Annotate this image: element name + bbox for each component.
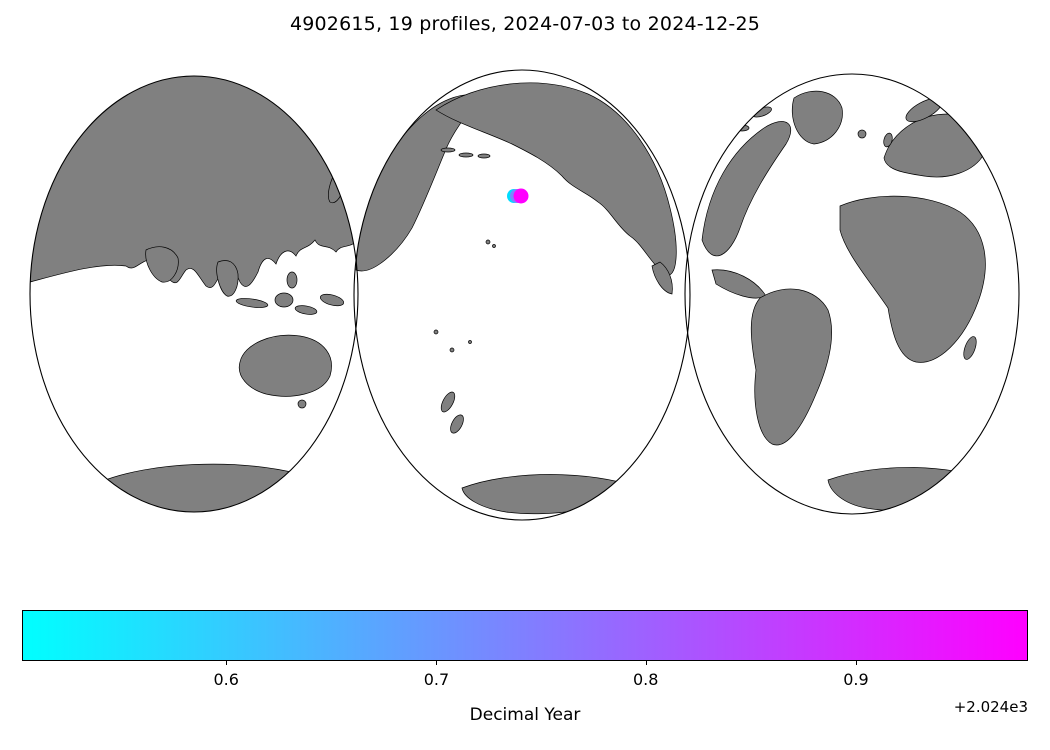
colorbar	[22, 610, 1028, 661]
island-new-guinea	[319, 293, 345, 307]
landmass-south-america	[750, 288, 832, 446]
landmass-north-america-east	[701, 121, 791, 257]
island-borneo	[274, 292, 294, 308]
island-philippines	[286, 271, 298, 289]
island-new-zealand-north	[440, 391, 456, 413]
island-aleutian-2	[458, 152, 474, 158]
figure-title: 4902615, 19 profiles, 2024-07-03 to 2024…	[289, 13, 761, 35]
colorbar-tick-label: 0.6	[213, 670, 239, 689]
island-pacific-2	[449, 347, 455, 353]
island-pacific-1	[433, 329, 439, 335]
landmass-antarctica-center	[461, 474, 641, 515]
colorbar-tick-mark	[855, 661, 857, 665]
landmass-mexico	[651, 261, 673, 295]
island-sumatra-java	[235, 298, 269, 308]
colorbar-offset-text: +2.024e3	[953, 698, 1028, 716]
landmass-africa	[839, 195, 986, 363]
island-iceland	[857, 129, 867, 139]
lobe-center-land	[355, 82, 677, 515]
island-aleutian-1	[440, 147, 456, 153]
colorbar-tick-label: 0.9	[843, 670, 869, 689]
island-britain	[883, 132, 893, 148]
landmass-australia	[238, 334, 332, 397]
colorbar-label: Decimal Year	[469, 705, 581, 725]
profile-markers	[507, 188, 529, 204]
colorbar-area: 0.6 0.7 0.8 0.9 +2.024e3 Decimal Year	[22, 610, 1028, 740]
lobe-center-outline	[353, 69, 691, 521]
colorbar-ticks: 0.6 0.7 0.8 0.9	[22, 661, 1028, 695]
colorbar-tick-label: 0.8	[632, 670, 659, 689]
profile-marker-latest-profiles	[513, 188, 529, 204]
island-aleutian-3	[477, 153, 491, 159]
island-hawaii-1	[485, 239, 491, 245]
landmass-greenland	[791, 90, 843, 145]
colorbar-tick-mark	[226, 661, 228, 665]
island-pacific-3	[468, 340, 472, 344]
island-lesser-sunda	[294, 305, 318, 315]
colorbar-tick-label: 0.7	[423, 670, 450, 689]
colorbar-tick-mark	[645, 661, 647, 665]
landmass-southeast-asia	[216, 260, 239, 297]
landmass-antarctica-right	[827, 467, 995, 511]
lobe-right-outline	[684, 73, 1020, 515]
island-hawaii-2	[492, 244, 496, 248]
lobe-left-outline	[29, 75, 359, 513]
colorbar-tick-mark	[436, 661, 438, 665]
island-madagascar	[963, 336, 977, 360]
landmass-india	[145, 246, 179, 283]
island-new-zealand-south	[450, 414, 464, 434]
island-tasmania	[297, 399, 307, 409]
landmass-north-america-west	[435, 82, 677, 276]
